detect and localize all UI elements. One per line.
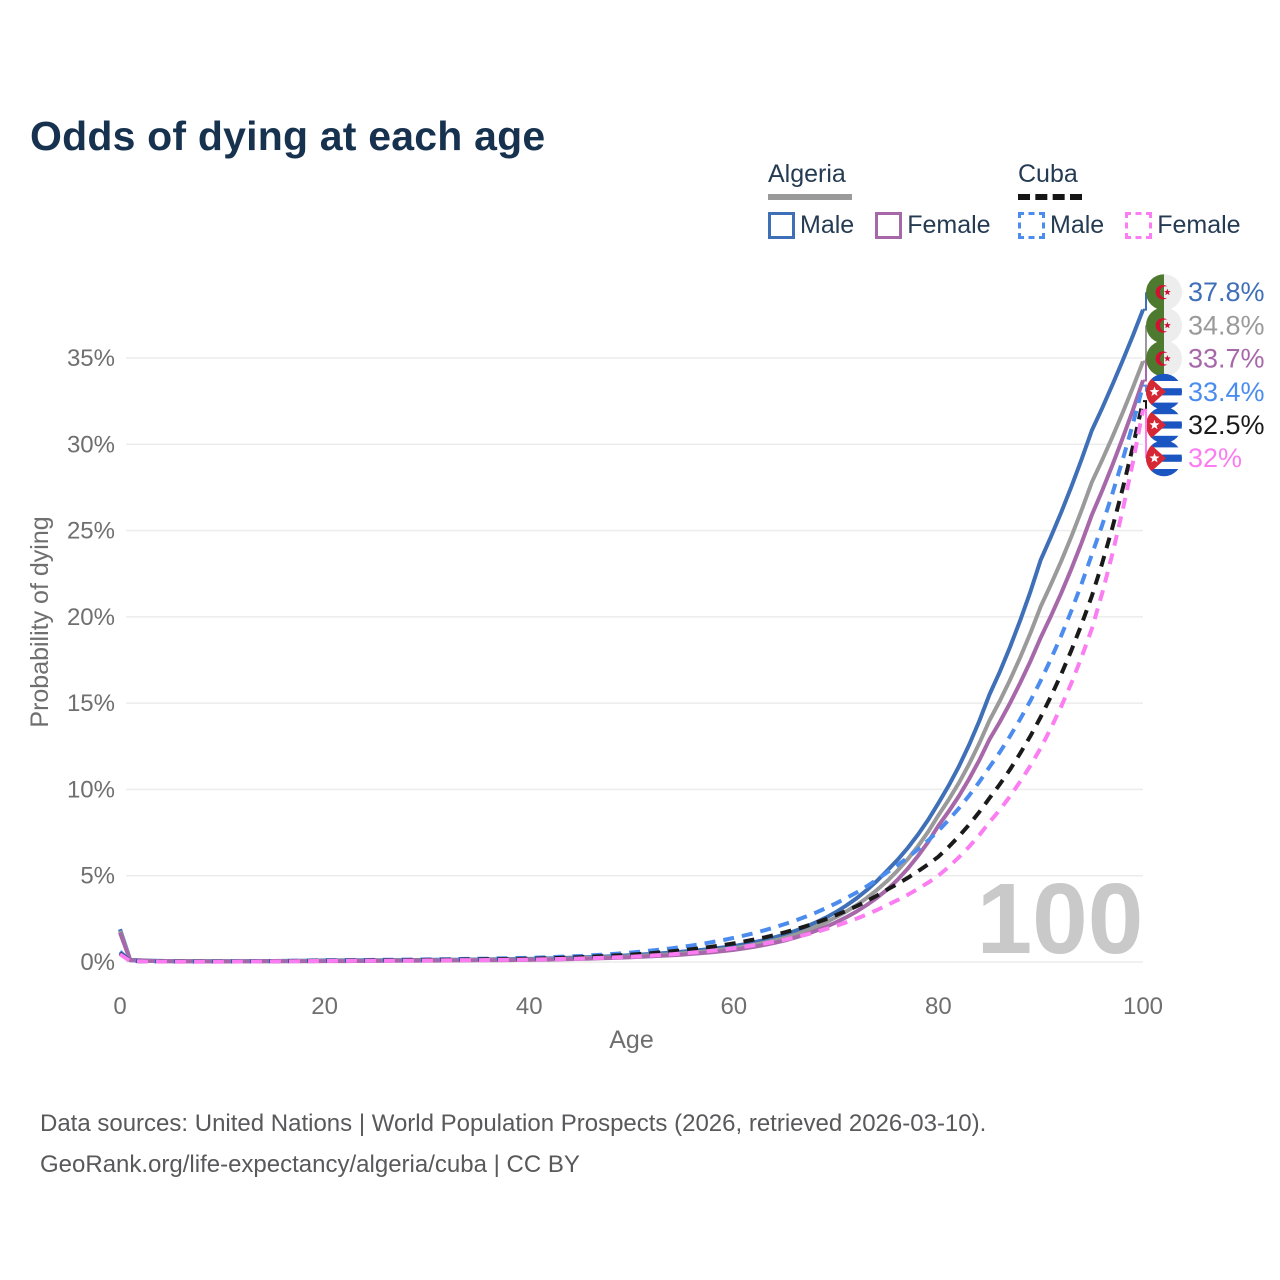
star-shape bbox=[1149, 386, 1160, 397]
y-axis-tick-label: 10% bbox=[67, 776, 115, 803]
legend-item-label: Female bbox=[907, 211, 991, 239]
series-line-cuba-female[interactable] bbox=[118, 409, 1145, 964]
series-end-value-label: 34.8% bbox=[1188, 310, 1265, 340]
star-shape bbox=[1163, 355, 1171, 362]
legend-group-cuba-label: Cuba bbox=[1018, 160, 1078, 188]
y-axis-tick-label: 25% bbox=[67, 518, 115, 545]
x-axis-tick-label: 100 bbox=[1123, 993, 1163, 1020]
cuba-flag-icon bbox=[1146, 440, 1182, 477]
series-end-value-label: 32% bbox=[1188, 443, 1242, 473]
series-end-value-label: 33.4% bbox=[1188, 377, 1265, 407]
legend-item-label: Male bbox=[800, 211, 855, 239]
legend-group-algeria: Algeria Male Female bbox=[768, 160, 1012, 240]
series-end-value-label: 32.5% bbox=[1188, 410, 1265, 440]
legend-item-label: Male bbox=[1050, 211, 1105, 239]
x-axis-tick-label: 60 bbox=[720, 993, 747, 1020]
x-axis-tick-label: 80 bbox=[925, 993, 952, 1020]
y-axis-tick-label: 30% bbox=[67, 431, 115, 458]
cuba-flag-icon bbox=[1146, 373, 1182, 410]
algeria-male-swatch-icon bbox=[768, 212, 795, 239]
x-axis-tick-label: 40 bbox=[516, 993, 543, 1020]
legend-group-algeria-label: Algeria bbox=[768, 160, 846, 188]
end-label-connector bbox=[1143, 325, 1147, 363]
legend: Algeria Male Female Cuba Male Female bbox=[0, 160, 1280, 250]
data-sources-footer: Data sources: United Nations | World Pop… bbox=[40, 1103, 986, 1185]
star-shape bbox=[1163, 288, 1171, 296]
algeria-female-swatch-icon bbox=[875, 212, 903, 239]
end-label-connector bbox=[1143, 358, 1147, 382]
algeria-line-style-swatch bbox=[768, 194, 852, 200]
legend-item-label: Female bbox=[1157, 211, 1241, 239]
legend-item-algeria-female[interactable]: Female bbox=[875, 211, 991, 240]
cuba-flag-icon bbox=[1146, 407, 1182, 443]
cuba-line-style-swatch bbox=[1018, 194, 1082, 200]
legend-item-algeria-male[interactable]: Male bbox=[768, 211, 854, 240]
legend-item-cuba-female[interactable]: Female bbox=[1125, 211, 1241, 240]
series-end-value-label: 37.8% bbox=[1188, 277, 1265, 307]
y-axis-title: Probability of dying bbox=[26, 516, 54, 727]
y-axis-tick-label: 0% bbox=[80, 949, 115, 976]
series-end-value-label: 33.7% bbox=[1188, 344, 1265, 374]
star-shape bbox=[1149, 419, 1160, 430]
y-axis-tick-label: 20% bbox=[67, 604, 115, 631]
y-axis-tick-label: 5% bbox=[80, 863, 115, 890]
star-shape bbox=[1163, 321, 1171, 329]
y-axis-tick-label: 35% bbox=[67, 345, 115, 372]
x-axis-tick-label: 0 bbox=[113, 993, 126, 1020]
star-shape bbox=[1149, 453, 1160, 463]
end-label-connector bbox=[1143, 384, 1147, 392]
algeria-flag-icon bbox=[1146, 274, 1182, 311]
cuba-male-swatch-icon bbox=[1018, 212, 1045, 239]
x-axis-tick-label: 20 bbox=[311, 993, 338, 1020]
algeria-flag-icon bbox=[1146, 340, 1182, 377]
hovered-age-watermark: 100 bbox=[977, 863, 1144, 975]
algeria-flag-icon bbox=[1146, 307, 1182, 344]
footer-sources-line: Data sources: United Nations | World Pop… bbox=[40, 1110, 987, 1137]
page-title: Odds of dying at each age bbox=[30, 113, 546, 160]
end-label-connector bbox=[1143, 292, 1147, 311]
legend-group-cuba: Cuba Male Female bbox=[1018, 160, 1262, 240]
legend-item-cuba-male[interactable]: Male bbox=[1018, 211, 1104, 240]
end-label-connector bbox=[1143, 408, 1147, 459]
footer-attribution-line: GeoRank.org/life-expectancy/algeria/cuba… bbox=[40, 1151, 580, 1178]
cuba-female-swatch-icon bbox=[1125, 212, 1153, 239]
y-axis-tick-label: 15% bbox=[67, 690, 115, 717]
x-axis-title: Age bbox=[609, 1026, 653, 1054]
